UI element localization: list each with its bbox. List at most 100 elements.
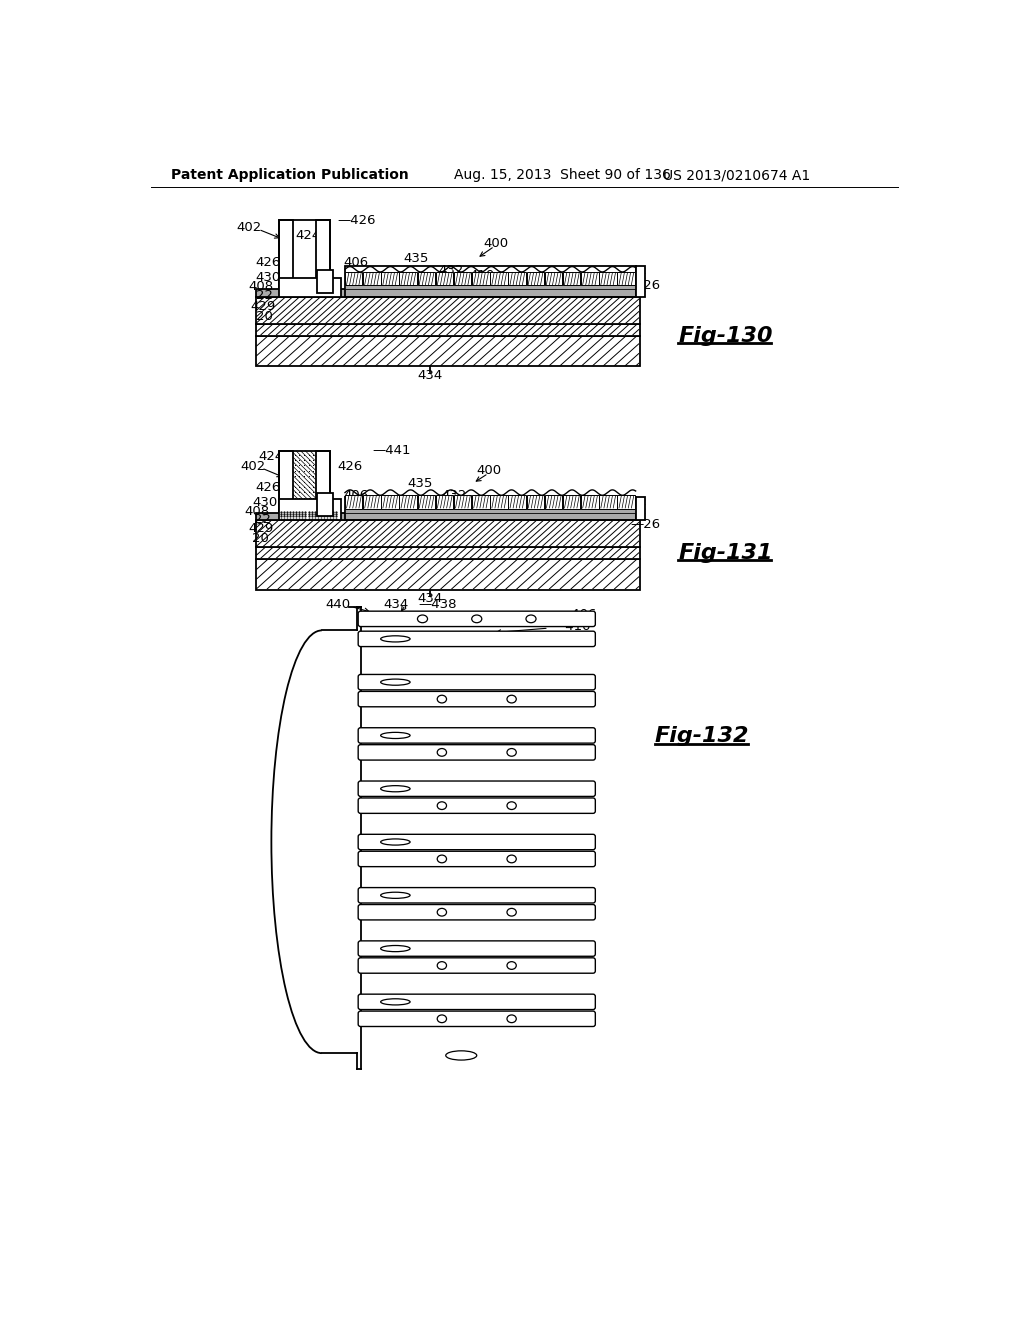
Bar	[454, 272, 471, 285]
Bar	[280, 451, 293, 512]
Text: 424: 424	[258, 450, 284, 463]
Text: Fig-130: Fig-130	[678, 326, 773, 346]
Bar	[256, 512, 640, 520]
Text: 426: 426	[256, 480, 282, 494]
Text: 434: 434	[384, 598, 409, 611]
Text: Fig-131: Fig-131	[678, 543, 773, 562]
Bar	[293, 220, 315, 289]
Text: —441: —441	[372, 445, 411, 458]
Ellipse shape	[437, 801, 446, 809]
Text: 408: 408	[245, 504, 269, 517]
Text: 20: 20	[256, 310, 272, 323]
Bar	[345, 495, 362, 508]
Bar	[454, 495, 471, 508]
Bar	[345, 498, 636, 520]
Text: 424: 424	[295, 228, 321, 242]
Bar	[563, 272, 581, 285]
Text: 1000: 1000	[531, 271, 564, 284]
Ellipse shape	[507, 801, 516, 809]
Bar	[582, 495, 598, 508]
Bar	[256, 297, 640, 323]
Bar	[381, 272, 398, 285]
Bar	[545, 272, 562, 285]
Ellipse shape	[437, 748, 446, 756]
Ellipse shape	[507, 748, 516, 756]
Bar	[280, 451, 330, 512]
Bar	[582, 272, 598, 285]
Text: 400: 400	[477, 463, 502, 477]
Text: 440: 440	[326, 598, 351, 611]
Ellipse shape	[381, 678, 410, 685]
Bar	[526, 495, 544, 508]
Bar	[472, 272, 489, 285]
Text: —426: —426	[337, 214, 376, 227]
Bar	[563, 495, 581, 508]
Ellipse shape	[381, 840, 410, 845]
FancyBboxPatch shape	[358, 692, 595, 706]
Text: —438: —438	[419, 598, 457, 611]
Bar	[345, 508, 636, 512]
FancyBboxPatch shape	[358, 1011, 595, 1027]
Bar	[472, 495, 489, 508]
Ellipse shape	[445, 1051, 477, 1060]
Text: 426: 426	[256, 256, 282, 269]
FancyBboxPatch shape	[358, 611, 595, 627]
Text: 400: 400	[483, 236, 508, 249]
Ellipse shape	[437, 1015, 446, 1023]
Ellipse shape	[507, 1015, 516, 1023]
Bar	[436, 495, 454, 508]
Text: 402: 402	[241, 459, 265, 473]
Bar	[509, 495, 526, 508]
Bar	[256, 323, 640, 335]
Bar	[256, 289, 640, 297]
Ellipse shape	[381, 733, 410, 738]
Bar	[317, 271, 333, 293]
Ellipse shape	[437, 696, 446, 704]
FancyBboxPatch shape	[358, 799, 595, 813]
Text: 432: 432	[442, 490, 467, 502]
Text: Aug. 15, 2013  Sheet 90 of 136: Aug. 15, 2013 Sheet 90 of 136	[454, 169, 671, 182]
Text: 408: 408	[248, 280, 273, 293]
Ellipse shape	[381, 636, 410, 642]
Text: 429: 429	[251, 300, 275, 313]
Ellipse shape	[381, 945, 410, 952]
Bar	[345, 267, 636, 297]
Bar	[317, 494, 333, 516]
Bar	[436, 272, 454, 285]
Text: —410: —410	[553, 620, 591, 634]
FancyBboxPatch shape	[358, 675, 595, 690]
FancyBboxPatch shape	[358, 994, 595, 1010]
Bar	[280, 220, 293, 289]
Text: —406: —406	[558, 607, 597, 620]
Text: 434: 434	[418, 593, 442, 606]
FancyBboxPatch shape	[358, 727, 595, 743]
Bar	[256, 520, 640, 548]
Bar	[399, 272, 417, 285]
Text: 435: 435	[403, 252, 428, 265]
Bar	[280, 499, 341, 520]
Text: —26: —26	[630, 279, 660, 292]
Ellipse shape	[437, 855, 446, 863]
Text: 22: 22	[254, 513, 271, 527]
FancyBboxPatch shape	[358, 744, 595, 760]
Text: 20: 20	[252, 532, 269, 545]
Ellipse shape	[381, 999, 410, 1005]
Ellipse shape	[418, 615, 428, 623]
FancyBboxPatch shape	[358, 958, 595, 973]
Bar	[617, 272, 635, 285]
Bar	[315, 220, 330, 289]
Bar	[381, 495, 398, 508]
Text: Fig-132: Fig-132	[655, 726, 750, 746]
Bar	[418, 272, 435, 285]
Bar	[364, 495, 381, 508]
Bar	[256, 335, 640, 367]
Ellipse shape	[507, 908, 516, 916]
Bar	[599, 495, 616, 508]
Bar	[345, 272, 362, 285]
Text: 406: 406	[343, 490, 369, 502]
Text: 430: 430	[252, 496, 278, 510]
Text: 410: 410	[469, 269, 495, 282]
Ellipse shape	[381, 892, 410, 899]
Text: 430: 430	[256, 271, 282, 284]
Text: 432: 432	[438, 264, 464, 277]
